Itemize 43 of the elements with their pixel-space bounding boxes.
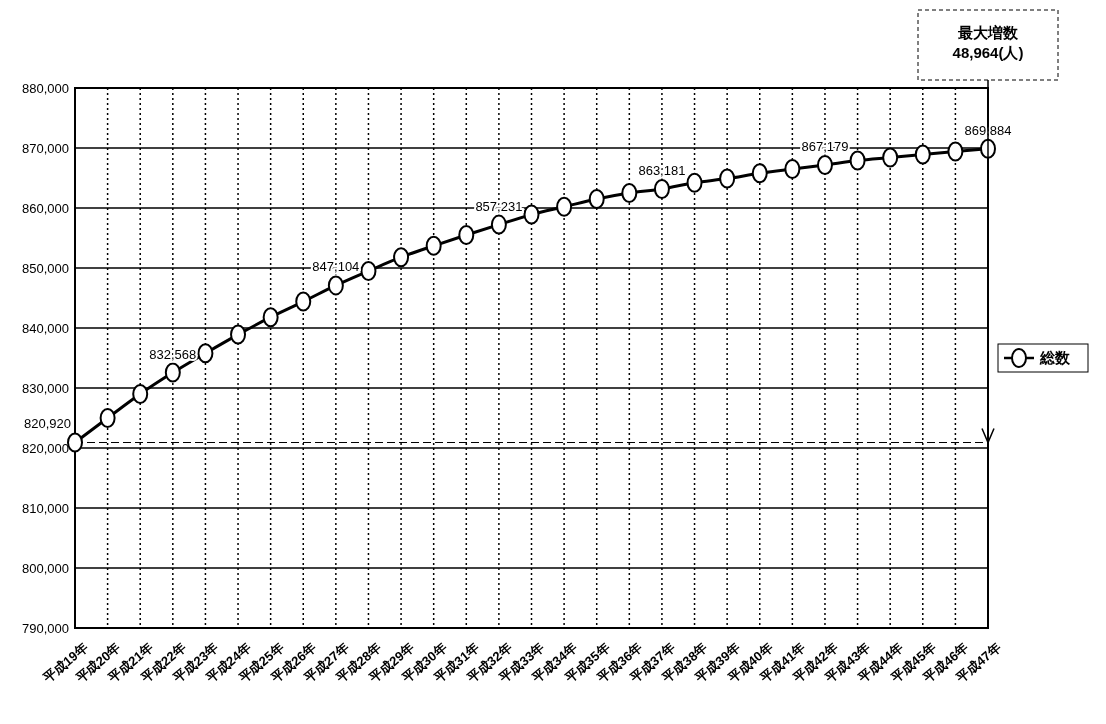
point: [360, 261, 377, 281]
y-tick-label: 870,000: [22, 140, 69, 156]
point: [914, 144, 931, 165]
point: [947, 141, 964, 162]
point: [425, 235, 442, 256]
point: [99, 408, 116, 428]
point: [327, 275, 344, 296]
y-tick-label: 820,000: [22, 440, 69, 456]
point: [784, 159, 801, 179]
point: [458, 225, 475, 245]
point: [621, 183, 638, 203]
data-label: 863,181: [638, 162, 686, 178]
point: [849, 150, 866, 171]
point: [751, 163, 768, 184]
point: [523, 204, 540, 225]
point: [490, 214, 507, 235]
point: [393, 247, 410, 268]
y-tick-label: 800,000: [22, 560, 69, 576]
point: [816, 154, 833, 175]
point: [67, 432, 83, 453]
point: [230, 324, 247, 345]
point: [295, 291, 312, 312]
y-tick-label: 790,000: [22, 620, 69, 636]
point: [132, 384, 149, 404]
point: [556, 196, 573, 217]
y-tick-label: 810,000: [22, 500, 69, 516]
point: [588, 189, 605, 209]
y-tick-label: 840,000: [22, 320, 69, 336]
point: [197, 343, 214, 364]
point: [262, 307, 279, 328]
point: [882, 147, 899, 168]
y-tick-label: 830,000: [22, 380, 69, 396]
legend-label: 総数: [1039, 349, 1071, 367]
point: [653, 178, 670, 199]
y-tick-label: 850,000: [22, 260, 69, 276]
y-tick-label: 860,000: [22, 200, 69, 216]
point: [686, 172, 703, 193]
text: 最大増数 48,964(人): [952, 24, 1024, 61]
point: [719, 168, 736, 189]
y-tick-label: 880,000: [22, 80, 69, 96]
data-label: 832,568: [149, 346, 197, 362]
data-label: 820,920: [24, 416, 71, 432]
point: [164, 362, 181, 383]
